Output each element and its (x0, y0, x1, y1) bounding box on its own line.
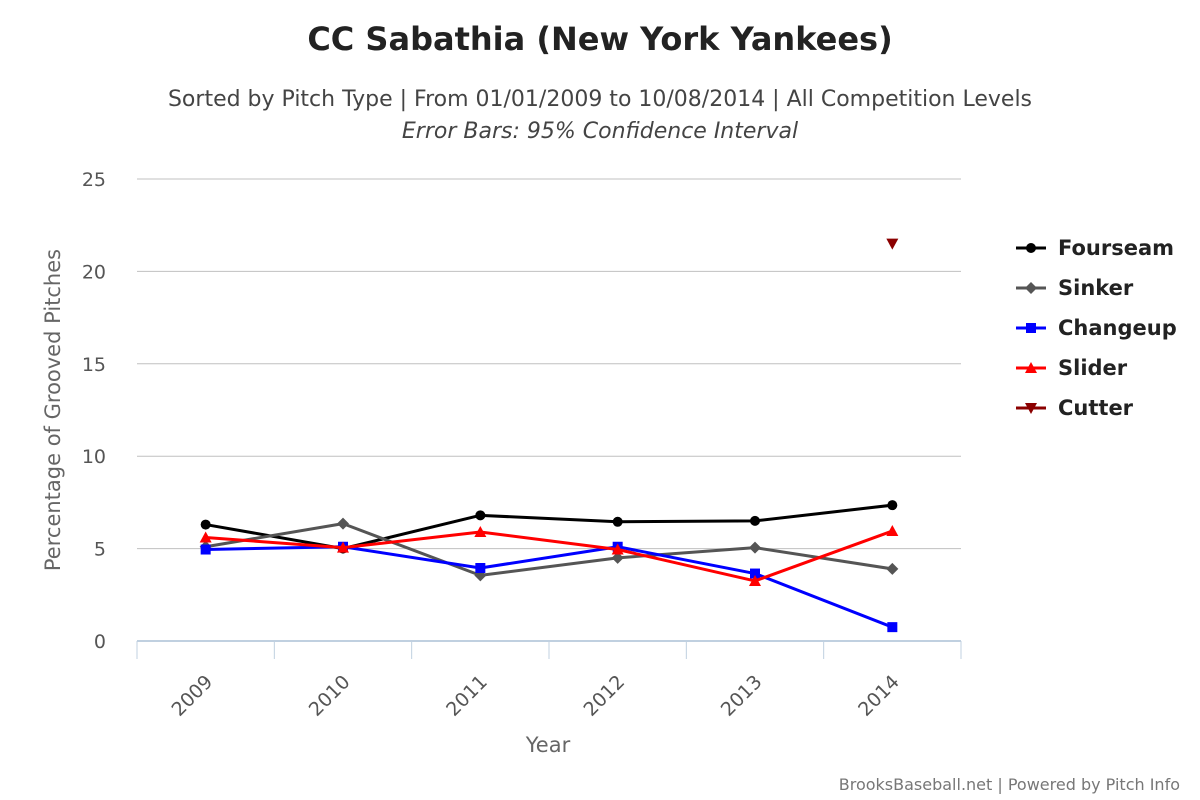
credit-text[interactable]: BrooksBaseball.net | Powered by Pitch In… (839, 775, 1180, 794)
legend-label: Fourseam (1058, 236, 1174, 260)
legend-marker[interactable] (1025, 403, 1037, 414)
x-axis: 2009 2010 2011 2012 2013 2014 (136, 641, 962, 721)
legend-marker[interactable] (1025, 362, 1037, 373)
x-axis-title: Year (525, 733, 571, 757)
chart-title: CC Sabathia (New York Yankees) (307, 20, 892, 58)
y-tick-label: 5 (94, 539, 106, 561)
y-tick-label: 20 (82, 261, 106, 283)
x-tick-label: 2009 (167, 671, 217, 721)
chart-subtitle-error-bars: Error Bars: 95% Confidence Interval (402, 119, 798, 144)
data-point-fourseam[interactable] (475, 510, 486, 521)
x-tick-label: 2012 (579, 671, 629, 721)
legend[interactable]: Fourseam Sinker Changeup Slider Cutter (1016, 236, 1177, 420)
y-axis-title: Percentage of Grooved Pitches (41, 249, 65, 571)
legend-item-sinker[interactable]: Sinker (1016, 276, 1134, 300)
grid (137, 178, 961, 642)
series-cutter (886, 238, 899, 250)
y-tick-label: 15 (82, 354, 106, 376)
data-point-fourseam[interactable] (750, 515, 760, 526)
legend-item-fourseam[interactable]: Fourseam (1016, 236, 1174, 260)
y-tick-label: 0 (94, 631, 106, 653)
legend-item-changeup[interactable]: Changeup (1016, 316, 1177, 340)
legend-label: Changeup (1058, 316, 1177, 340)
data-point-fourseam[interactable] (200, 519, 211, 530)
data-point-slider[interactable] (474, 525, 487, 537)
x-tick-label: 2010 (305, 671, 355, 721)
legend-label: Sinker (1058, 276, 1134, 300)
series-group (199, 238, 899, 633)
legend-label: Cutter (1058, 396, 1134, 420)
data-point-slider[interactable] (611, 543, 624, 555)
data-point-fourseam[interactable] (887, 500, 898, 511)
y-tick-label: 25 (82, 169, 106, 191)
data-point-slider[interactable] (337, 541, 349, 553)
chart-subtitle: Sorted by Pitch Type | From 01/01/2009 t… (168, 87, 1032, 112)
legend-item-slider[interactable]: Slider (1016, 356, 1128, 380)
data-point-sinker[interactable] (337, 517, 349, 530)
series-changeup (200, 541, 898, 633)
legend-marker[interactable] (1026, 243, 1036, 253)
legend-marker[interactable] (1026, 323, 1036, 333)
data-point-changeup[interactable] (750, 568, 760, 579)
data-point-sinker[interactable] (611, 551, 624, 564)
series-slider (199, 525, 899, 586)
data-point-slider[interactable] (749, 574, 761, 586)
data-point-changeup[interactable] (200, 544, 211, 555)
series-line-sinker (205, 522, 893, 577)
data-point-slider[interactable] (199, 531, 212, 543)
x-tick-label: 2011 (442, 671, 492, 721)
legend-label: Slider (1058, 356, 1128, 380)
data-point-cutter[interactable] (886, 238, 899, 250)
legend-item-cutter[interactable]: Cutter (1016, 396, 1134, 420)
data-point-sinker[interactable] (749, 541, 761, 554)
series-line-slider (205, 529, 893, 583)
legend-marker[interactable] (1025, 282, 1037, 294)
x-tick-label: 2014 (854, 671, 904, 721)
x-tick-label: 2013 (717, 671, 767, 721)
series-line-changeup (205, 545, 893, 629)
data-point-sinker[interactable] (886, 562, 899, 575)
data-point-changeup[interactable] (475, 563, 486, 574)
y-axis: 0 5 10 15 20 25 (82, 169, 106, 653)
data-point-fourseam[interactable] (612, 516, 623, 527)
y-tick-label: 10 (82, 446, 106, 468)
series-sinker (199, 517, 899, 582)
data-point-changeup[interactable] (887, 622, 898, 633)
data-point-slider[interactable] (886, 525, 899, 537)
